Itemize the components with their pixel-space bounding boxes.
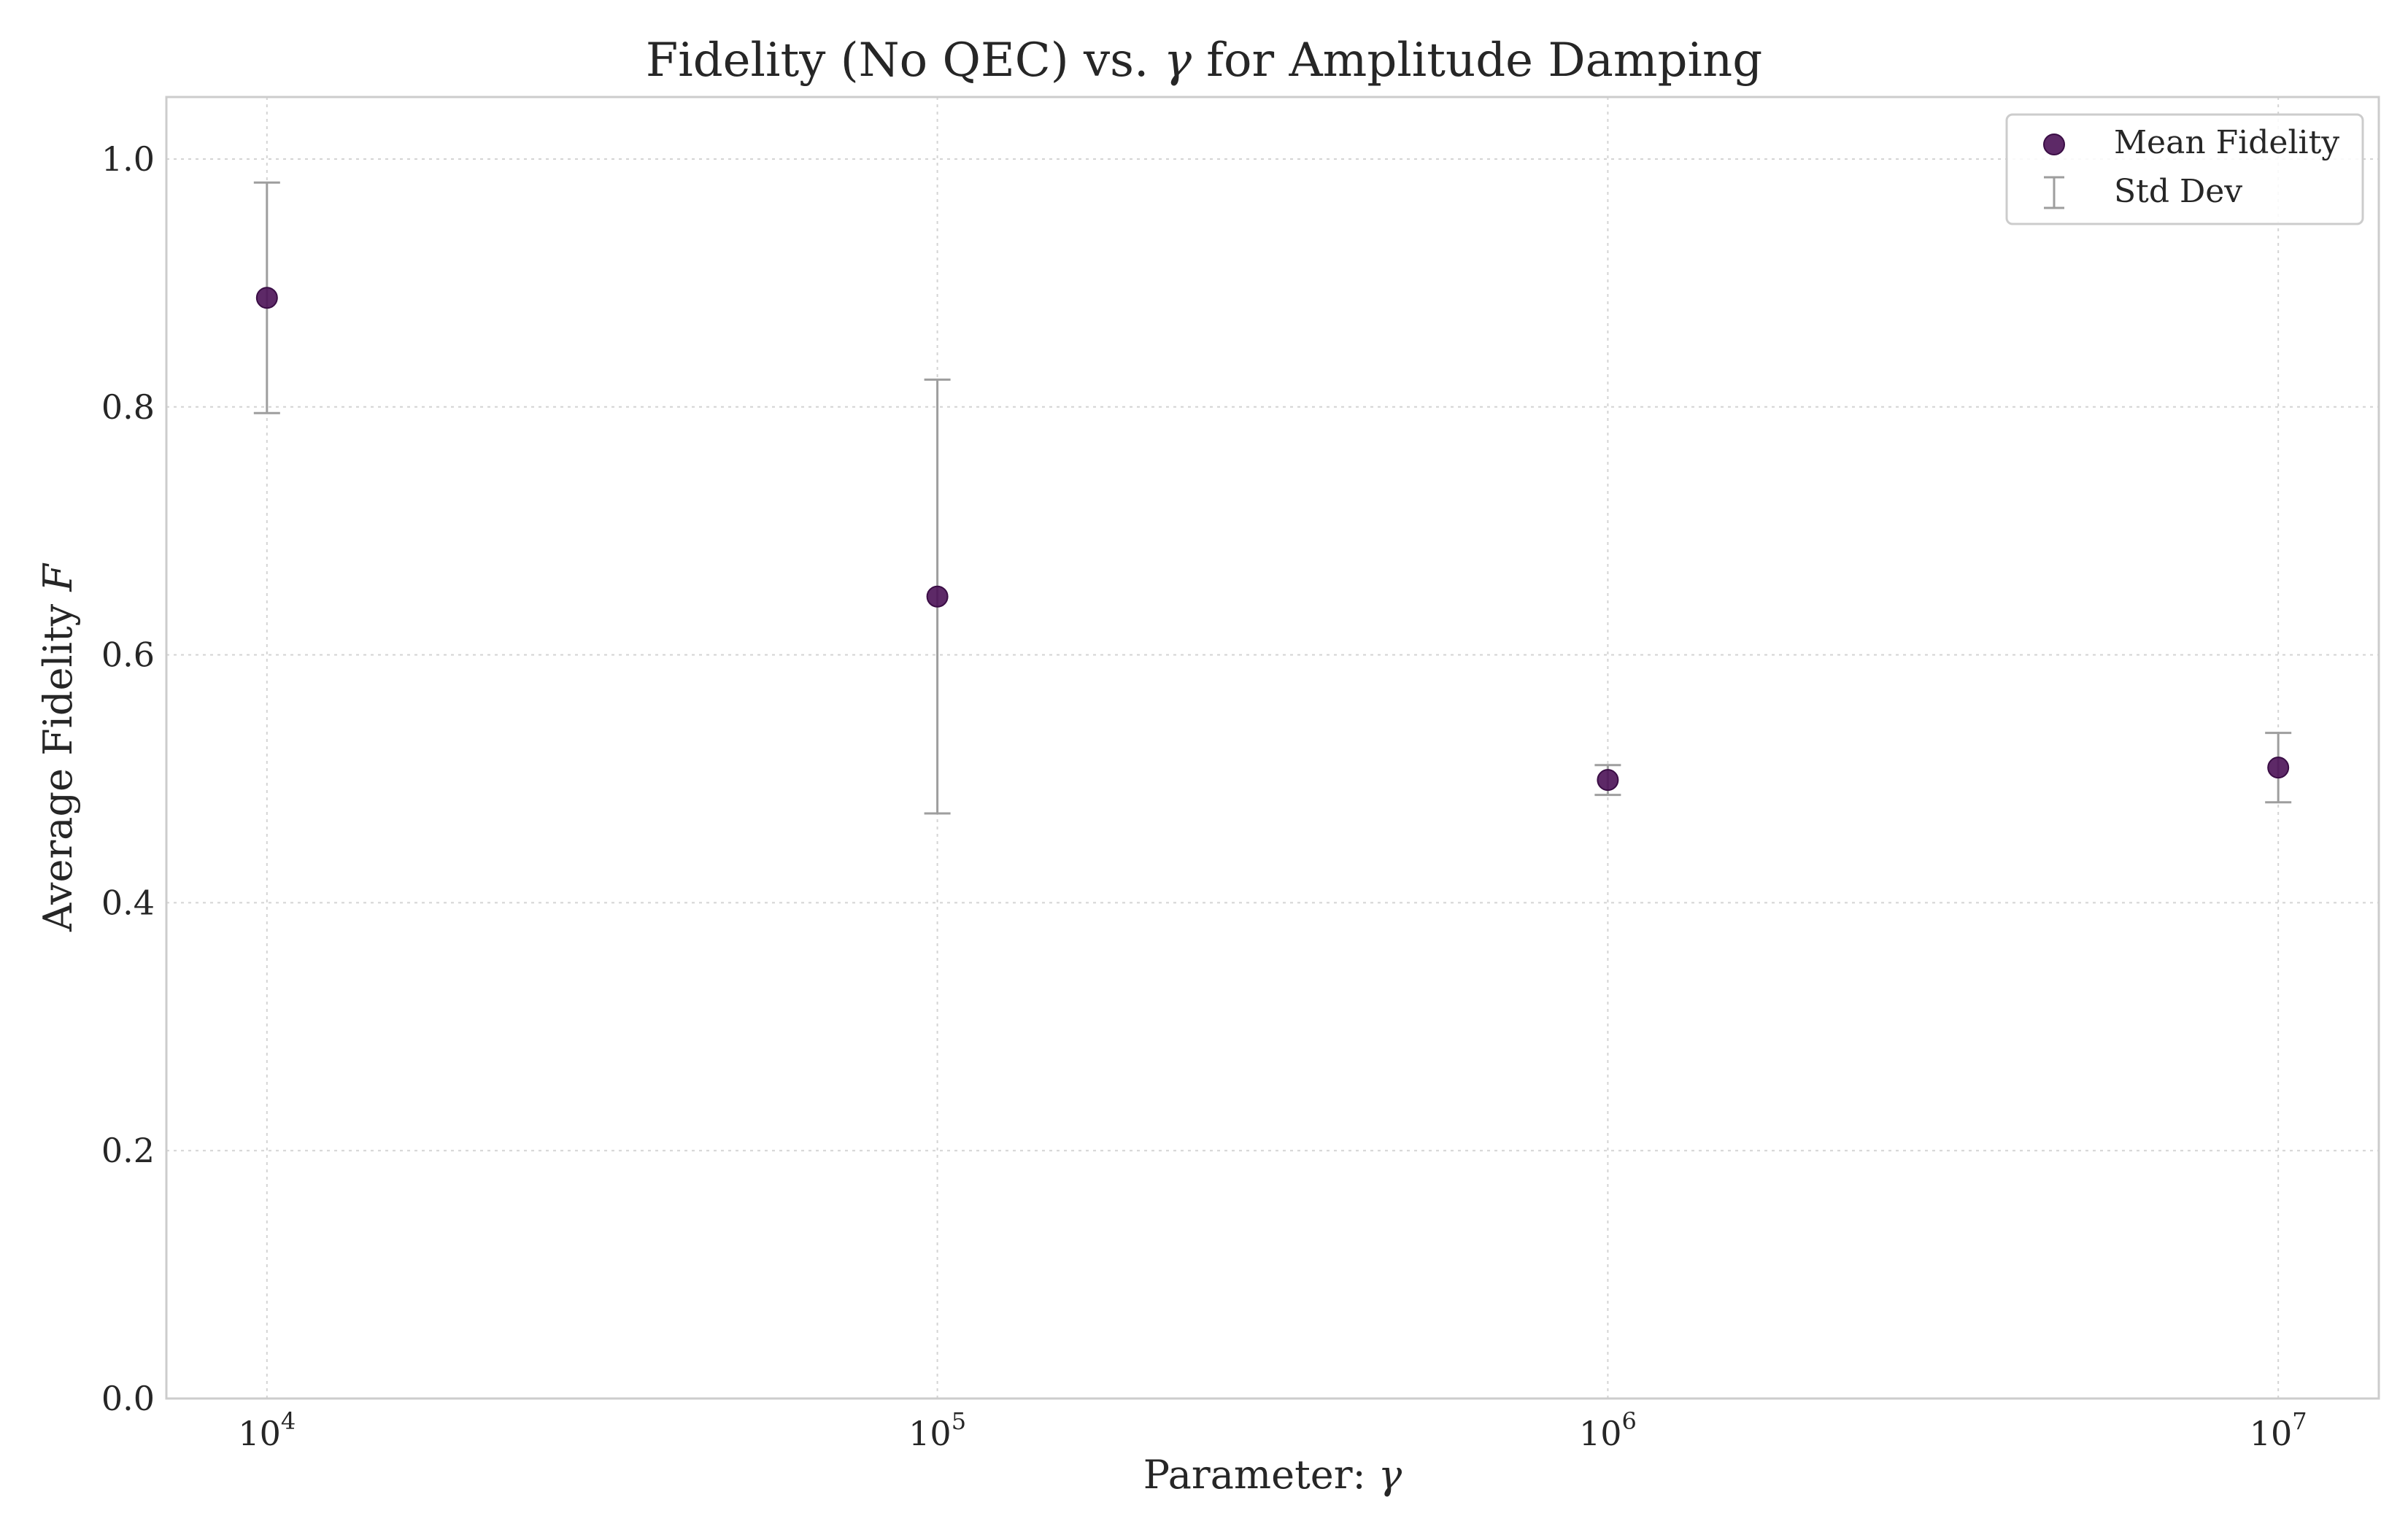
- data-point: [255, 287, 278, 309]
- legend: Mean Fidelity Std Dev: [2005, 113, 2364, 225]
- x-tick-label: 107: [2250, 1407, 2307, 1453]
- chart-title: Fidelity (No QEC) vs. γ for Amplitude Da…: [646, 34, 1762, 88]
- legend-marker-mean-fidelity: [2043, 134, 2065, 155]
- x-tick-label: 106: [1579, 1407, 1637, 1453]
- legend-box: [2005, 113, 2364, 225]
- error-bars: [253, 181, 2292, 815]
- grid: [166, 97, 2379, 1399]
- plot-frame: [165, 96, 2380, 1400]
- data-point: [2267, 757, 2290, 779]
- legend-marker-std-dev: [2044, 176, 2064, 209]
- title-gamma-symbol: γ: [1164, 34, 1192, 88]
- legend-label-std-dev: Std Dev: [2114, 173, 2242, 210]
- y-tick-label: 0.8: [101, 387, 155, 427]
- xlabel-gamma-symbol: γ: [1378, 1452, 1402, 1498]
- ylabel-f-symbol: F: [35, 562, 81, 592]
- data-point: [926, 585, 949, 608]
- data-points: [255, 287, 2290, 792]
- y-tick-label: 0.0: [101, 1379, 155, 1418]
- y-tick-label: 1.0: [101, 139, 155, 179]
- y-tick-label: 0.2: [101, 1131, 155, 1170]
- x-tick-label: 104: [238, 1407, 296, 1453]
- y-tick-label: 0.6: [101, 635, 155, 675]
- x-axis-ticks: 104 105 106 107: [238, 1407, 2307, 1453]
- y-axis-label: Average Fidelity F: [35, 562, 81, 932]
- y-tick-label: 0.4: [101, 883, 155, 922]
- data-point: [1597, 769, 1619, 792]
- x-axis-label: Parameter: γ: [1143, 1452, 1402, 1498]
- legend-label-mean-fidelity: Mean Fidelity: [2114, 124, 2339, 161]
- y-axis-ticks: 0.0 0.2 0.4 0.6 0.8 1.0: [101, 139, 155, 1418]
- x-tick-label: 105: [908, 1407, 966, 1453]
